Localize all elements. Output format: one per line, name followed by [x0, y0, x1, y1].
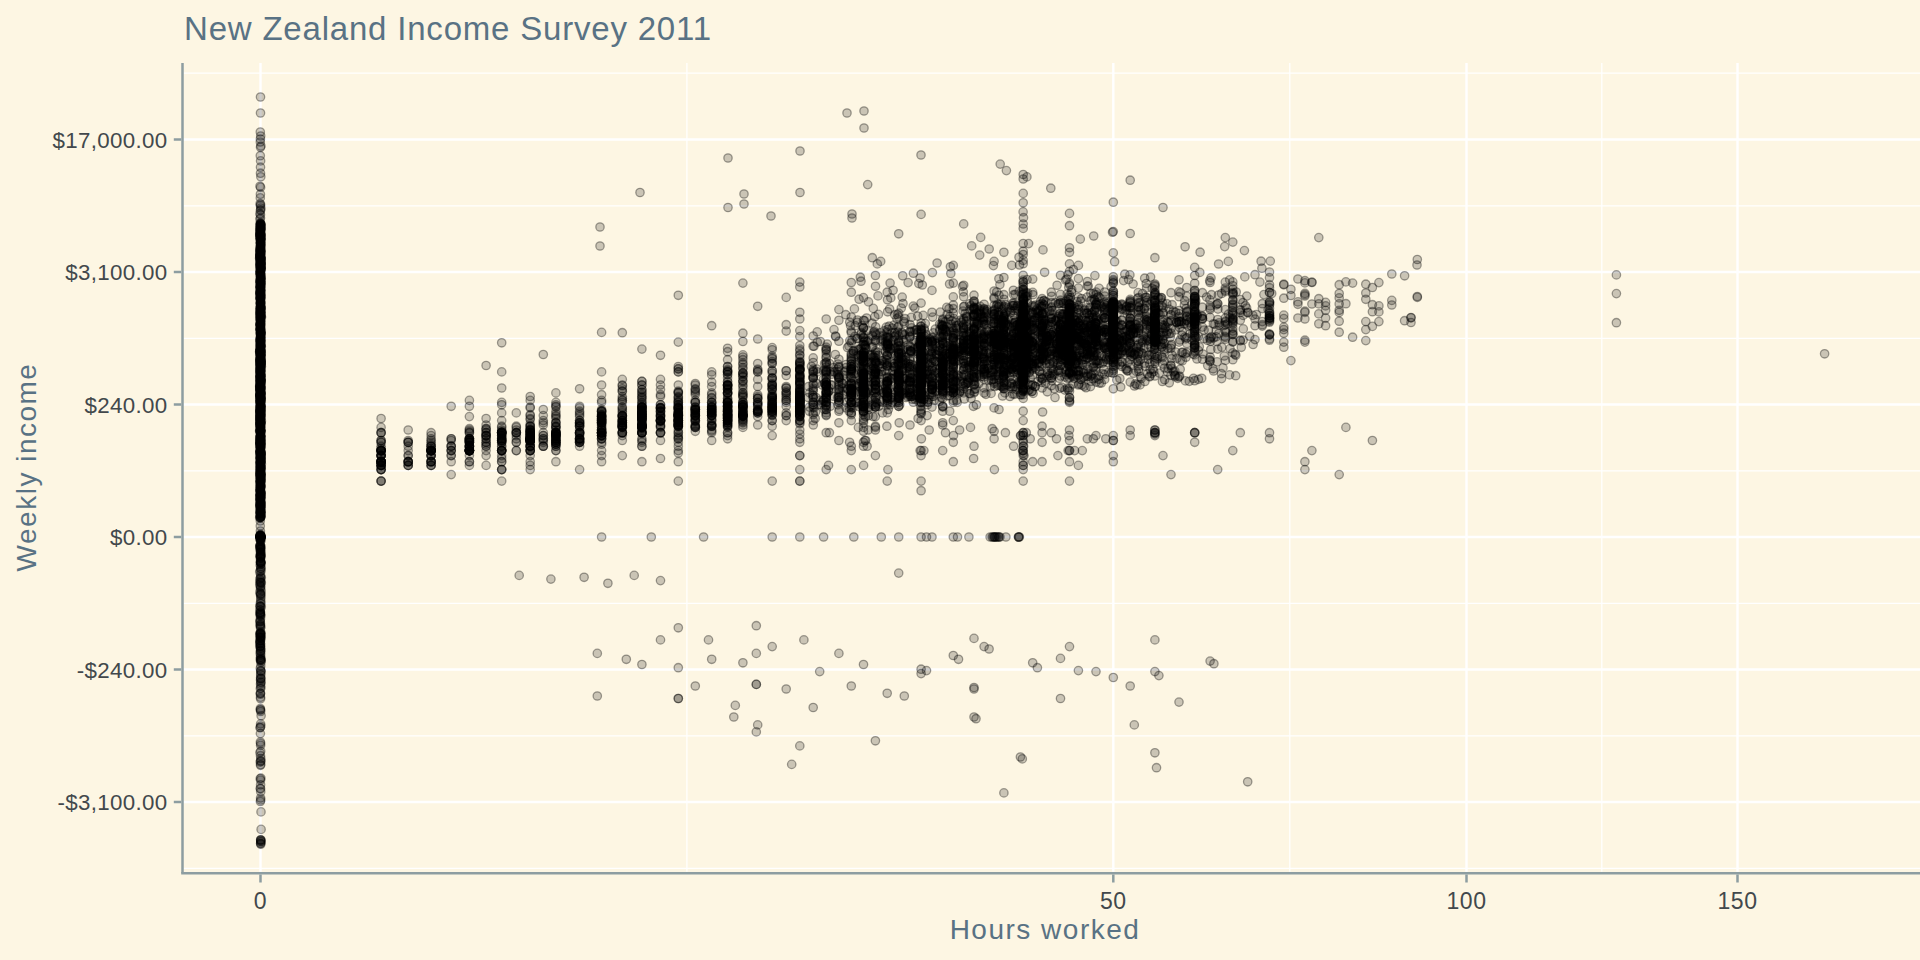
svg-text:Weekly income: Weekly income [11, 363, 42, 572]
svg-text:150: 150 [1718, 888, 1758, 914]
svg-text:Hours worked: Hours worked [950, 914, 1141, 945]
svg-text:-$240.00: -$240.00 [77, 658, 168, 683]
svg-text:$0.00: $0.00 [110, 525, 168, 550]
svg-text:100: 100 [1447, 888, 1487, 914]
svg-text:50: 50 [1100, 888, 1127, 914]
svg-text:$17,000.00: $17,000.00 [52, 128, 167, 153]
svg-text:New Zealand Income Survey 2011: New Zealand Income Survey 2011 [184, 10, 712, 47]
svg-text:-$3,100.00: -$3,100.00 [57, 790, 167, 815]
svg-text:0: 0 [254, 888, 267, 914]
svg-text:$240.00: $240.00 [84, 393, 167, 418]
svg-text:$3,100.00: $3,100.00 [65, 260, 167, 285]
